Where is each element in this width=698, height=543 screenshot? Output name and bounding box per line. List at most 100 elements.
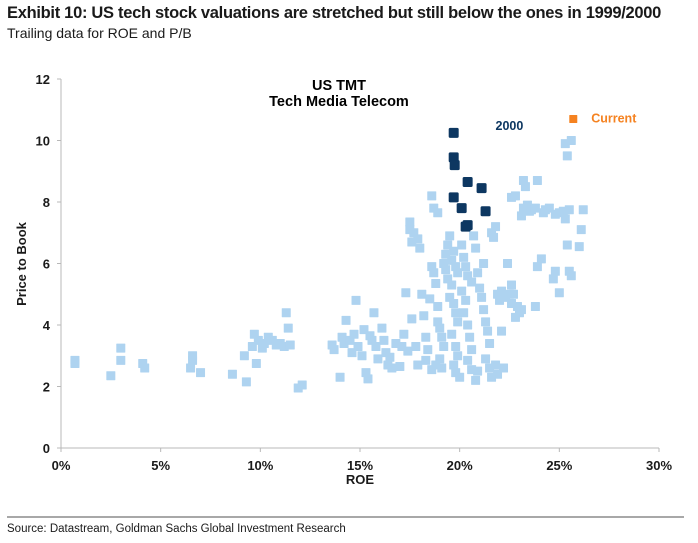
history-point <box>429 268 439 278</box>
history-point <box>453 351 463 361</box>
history-point <box>369 308 379 318</box>
history-point <box>433 302 443 312</box>
history-point <box>510 312 520 322</box>
history-point <box>363 374 373 384</box>
history-point <box>419 311 429 321</box>
history-point <box>421 332 431 342</box>
history-point <box>451 342 461 352</box>
history-point <box>351 295 361 305</box>
history-point <box>371 342 381 352</box>
history-point <box>471 375 481 385</box>
history-point <box>520 182 530 192</box>
history-point <box>481 317 491 327</box>
history-point <box>485 338 495 348</box>
history-point <box>239 351 249 361</box>
history-point <box>560 214 570 224</box>
history-point <box>455 372 465 382</box>
year-2000-point <box>460 221 471 232</box>
history-point <box>417 289 427 299</box>
history-point <box>503 259 513 268</box>
history-point <box>510 191 520 201</box>
history-point <box>479 259 489 268</box>
history-point <box>483 326 493 336</box>
history-point <box>379 335 389 345</box>
exhibit-subtitle: Trailing data for ROE and P/B <box>7 25 192 41</box>
history-point <box>413 360 423 370</box>
history-point <box>536 254 546 264</box>
y-axis-title: Price to Book <box>14 221 29 306</box>
history-point <box>140 363 150 373</box>
history-point <box>562 151 572 161</box>
history-point <box>411 342 421 352</box>
history-point <box>497 326 507 336</box>
history-point <box>349 329 359 339</box>
history-point <box>423 345 433 355</box>
history-point <box>116 343 126 353</box>
history-point <box>459 252 469 262</box>
history-point <box>435 323 445 333</box>
history-point <box>463 320 473 330</box>
history-point <box>465 332 475 342</box>
history-point <box>401 288 411 298</box>
history-point <box>479 305 489 315</box>
history-point <box>251 358 261 368</box>
year-2000-point <box>448 192 459 203</box>
history-point <box>106 371 116 381</box>
history-point <box>530 302 540 312</box>
history-point <box>449 246 459 256</box>
history-point <box>451 308 461 318</box>
history-point <box>70 358 80 368</box>
source-divider <box>7 516 684 518</box>
history-point <box>116 355 126 365</box>
year-2000-point <box>476 183 487 194</box>
history-point <box>532 262 542 272</box>
history-point <box>407 314 417 324</box>
series-2000 <box>448 127 491 232</box>
history-point <box>387 363 397 373</box>
x-tick-label: 5% <box>151 458 170 473</box>
history-point <box>562 240 572 250</box>
history-point <box>437 332 447 342</box>
x-tick-label: 30% <box>646 458 672 473</box>
history-point <box>377 323 387 333</box>
history-point <box>447 280 457 290</box>
history-point <box>578 205 588 215</box>
history-point <box>385 352 395 362</box>
history-point <box>554 288 564 298</box>
series-history <box>70 136 588 393</box>
history-point <box>399 329 409 339</box>
y-tick-label: 12 <box>36 72 50 87</box>
annotations: 2000 Current <box>496 111 638 133</box>
history-point <box>427 191 437 201</box>
history-point <box>481 354 491 364</box>
year-2000-point <box>462 177 473 188</box>
history-point <box>457 240 467 250</box>
history-point <box>405 217 415 227</box>
history-point <box>421 355 431 365</box>
history-point <box>403 346 413 356</box>
history-point <box>576 225 586 235</box>
history-point <box>566 136 576 145</box>
history-point <box>467 277 477 287</box>
history-point <box>489 232 499 242</box>
history-point <box>335 372 345 382</box>
series-current <box>569 114 578 123</box>
exhibit-title: Exhibit 10: US tech stock valuations are… <box>7 4 661 22</box>
history-point <box>463 355 473 365</box>
history-point <box>566 271 576 281</box>
history-point <box>473 268 483 278</box>
history-point <box>506 280 516 290</box>
history-point <box>473 366 483 376</box>
y-tick-label: 10 <box>36 134 50 149</box>
history-point <box>469 231 479 241</box>
history-point <box>357 351 367 361</box>
history-point <box>532 175 542 185</box>
source-note: Source: Datastream, Goldman Sachs Global… <box>7 523 346 535</box>
history-point <box>461 262 471 272</box>
history-point <box>188 355 198 365</box>
history-point <box>548 274 558 284</box>
y-tick-label: 6 <box>43 257 50 272</box>
x-axis-title: ROE <box>346 472 375 487</box>
history-point <box>281 308 291 318</box>
history-point <box>516 305 526 315</box>
